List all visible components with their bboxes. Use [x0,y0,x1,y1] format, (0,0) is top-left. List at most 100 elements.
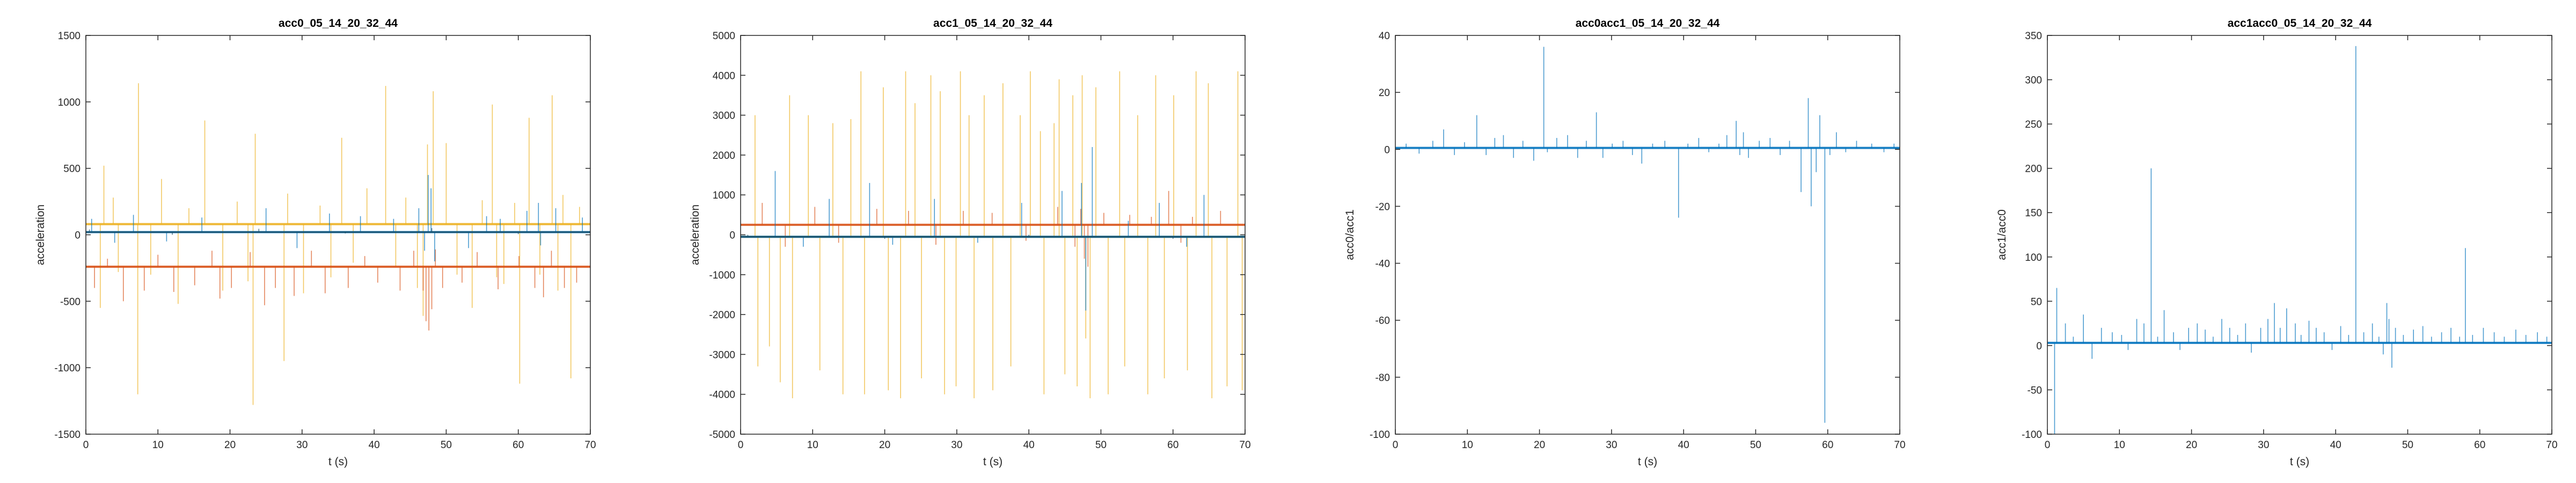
y-tick-label: 5000 [713,31,735,42]
x-axis: 0 10 20 30 40 50 60 70 [2045,35,2558,451]
y-axis: -1500 -1000 -500 0 500 1000 1500 [54,31,590,441]
x-tick-label: 30 [2258,440,2269,451]
y-tick-label: -5000 [709,429,735,441]
y-tick-label: -20 [1375,201,1390,213]
y-tick-label: -1000 [54,363,80,374]
series-group [741,71,1245,399]
x-tick-label: 70 [1239,440,1250,451]
x-axis: 0 10 20 30 40 50 60 70 [83,35,596,451]
series-group [86,83,590,405]
y-tick-label: -1500 [54,429,80,441]
series-1 [86,249,590,331]
x-tick-label: 10 [2114,440,2125,451]
y-axis-label: acc0/acc1 [1344,209,1356,260]
plot-area [1395,35,1900,434]
y-axis: -100 -50 0 50 100 150 200 250 300 350 [2022,31,2552,441]
y-tick-label: 20 [1379,87,1390,99]
x-tick-label: 0 [2045,440,2051,451]
y-tick-label: -60 [1375,316,1390,327]
x-tick-label: 70 [2546,440,2557,451]
series-3 [86,228,590,235]
series-group [1395,47,1900,423]
x-axis: 0 10 20 30 40 50 60 70 [1393,35,1906,451]
y-tick-label: 350 [2025,31,2042,42]
y-tick-label: 2000 [713,150,735,162]
y-tick-label: -100 [1370,429,1390,441]
y-tick-label: -80 [1375,372,1390,384]
x-axis-label: t (s) [1638,456,1657,468]
y-tick-label: 50 [2031,296,2042,308]
y-tick-label: -2000 [709,310,735,321]
x-tick-label: 60 [1822,440,1833,451]
x-tick-label: 40 [2330,440,2341,451]
y-tick-label: 200 [2025,164,2042,175]
x-tick-label: 50 [2402,440,2413,451]
x-tick-label: 60 [513,440,524,451]
y-tick-label: 4000 [713,70,735,82]
chart-title: acc0_05_14_20_32_44 [279,17,398,30]
series-3 [741,235,1245,239]
y-tick-label: 0 [729,230,735,241]
y-axis-label: acceleration [34,204,47,265]
x-axis-label: t (s) [983,456,1002,468]
x-tick-label: 70 [1894,440,1905,451]
x-axis-label: t (s) [328,456,348,468]
x-tick-label: 0 [1393,440,1399,451]
y-tick-label: 1000 [713,190,735,201]
series-0 [86,83,590,405]
y-tick-label: -500 [60,296,80,308]
chart-title: acc1_05_14_20_32_44 [933,17,1052,30]
plot-area [2047,35,2552,434]
series-0 [2047,46,2552,434]
x-tick-label: 20 [224,440,236,451]
x-tick-label: 50 [441,440,452,451]
x-tick-label: 60 [2474,440,2485,451]
x-tick-label: 40 [1023,440,1035,451]
plot-frame [1395,35,1900,435]
series-0 [1395,47,1900,423]
y-tick-label: 1500 [58,31,80,42]
chart-title: acc0acc1_05_14_20_32_44 [1576,17,1720,30]
x-tick-label: 70 [584,440,596,451]
y-axis: -5000 -4000 -3000 -2000 -1000 0 1000 2000 3000 40… [709,31,1245,441]
x-tick-label: 0 [83,440,89,451]
chart-panel-acc1: 0 10 20 30 40 50 60 70 -5000 -4000 -3000 -2000 -100… [689,17,1251,468]
y-tick-label: -40 [1375,259,1390,270]
chart-panel-acc0: 0 10 20 30 40 50 60 70 -1500 -1000 -500 0 500 1000 15… [34,17,596,468]
y-tick-label: 3000 [713,111,735,122]
y-tick-label: 0 [75,230,80,241]
y-tick-label: -1000 [709,270,735,281]
y-tick-label: -100 [2022,429,2042,441]
series-group [2047,46,2552,434]
x-tick-label: 10 [807,440,818,451]
plot-frame [2047,35,2552,435]
x-axis: 0 10 20 30 40 50 60 70 [738,35,1251,451]
x-tick-label: 20 [1534,440,1545,451]
x-tick-label: 50 [1095,440,1107,451]
x-tick-label: 40 [369,440,380,451]
x-tick-label: 20 [2186,440,2197,451]
y-tick-label: -4000 [709,390,735,401]
y-axis: -100 -80 -60 -40 -20 0 20 40 [1370,31,1900,441]
y-tick-label: 300 [2025,75,2042,86]
chart-panel-acc0acc1: 0 10 20 30 40 50 60 70 -100 -80 -60 -40 -20 0 20 40 ac… [1344,17,1906,468]
x-tick-label: 60 [1167,440,1179,451]
y-tick-label: 250 [2025,119,2042,130]
chart-title: acc1acc0_05_14_20_32_44 [2228,17,2372,30]
series-0 [741,71,1245,399]
y-tick-label: 500 [63,164,80,175]
series-1 [741,191,1245,267]
x-tick-label: 10 [152,440,164,451]
y-tick-label: -50 [2028,385,2042,396]
chart-panel-acc1acc0: 0 10 20 30 40 50 60 70 -100 -50 0 50 100 150 200 250 30… [1996,17,2558,468]
x-tick-label: 30 [951,440,962,451]
y-tick-label: -3000 [709,349,735,361]
plot-area [86,35,590,434]
x-tick-label: 10 [1462,440,1473,451]
x-tick-label: 0 [738,440,744,451]
x-tick-label: 30 [296,440,308,451]
y-tick-label: 100 [2025,252,2042,264]
x-axis-label: t (s) [2290,456,2309,468]
x-tick-label: 50 [1750,440,1761,451]
